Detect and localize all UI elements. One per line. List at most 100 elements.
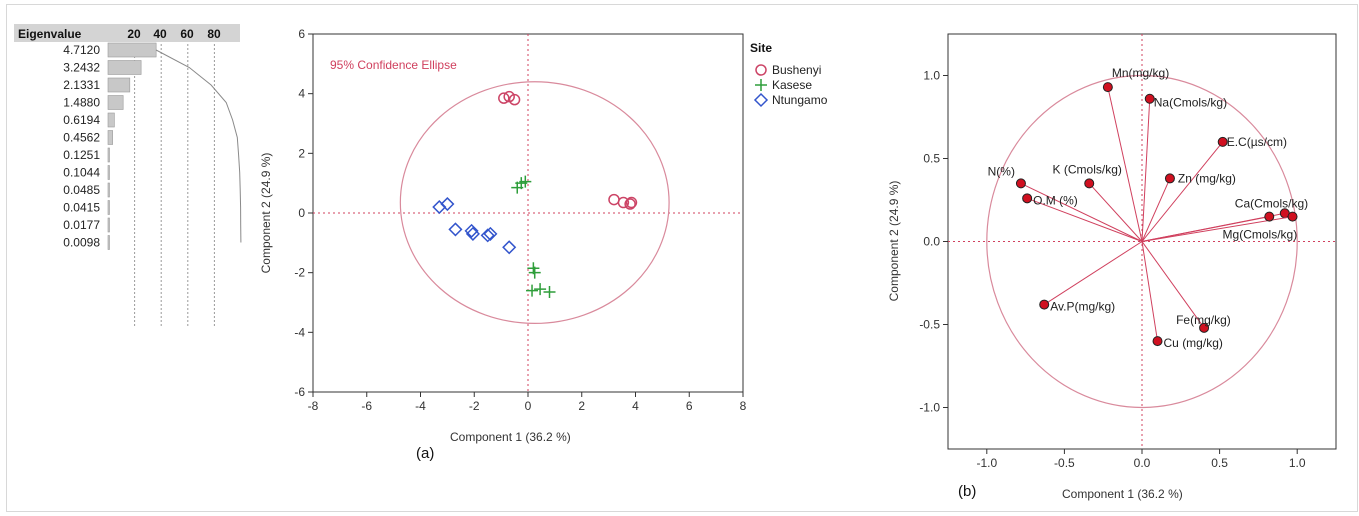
score-y-axis-label: Component 2 (24.9 %) xyxy=(259,153,273,274)
loading-plot-ticks: -1.0 -0.5 0.0 0.5 1.0 1.0 0.5 0.0 -0.5 -1.0 xyxy=(919,69,1306,471)
point-ntungamo xyxy=(448,222,463,237)
loading-label: Av.P(mg/kg) xyxy=(1050,300,1115,314)
y-tick-label: 1.0 xyxy=(923,69,940,83)
point-bushenyi xyxy=(617,196,630,209)
point-kasese xyxy=(528,266,541,279)
eigenvalue-text: 0.0485 xyxy=(63,183,100,197)
loading-label: Cu (mg/kg) xyxy=(1164,336,1223,350)
cumulative-percent-curve xyxy=(155,49,242,243)
panel-a-caption: (a) xyxy=(416,445,434,462)
loading-point xyxy=(1287,211,1298,222)
loading-label: N(%) xyxy=(988,164,1015,178)
score-x-axis-label: Component 1 (36.2 %) xyxy=(450,430,571,444)
panel-b-caption: (b) xyxy=(958,483,976,500)
point-kasese xyxy=(526,284,539,297)
eigenvalue-text: 0.1251 xyxy=(63,148,100,162)
eigenvalue-bar xyxy=(107,200,110,215)
eigenvalue-bar xyxy=(107,42,157,58)
loading-vector xyxy=(1088,183,1143,242)
x-tick-label: 2 xyxy=(578,399,585,413)
loading-label: O.M (%) xyxy=(1033,193,1078,207)
eigenvalue-bar xyxy=(107,147,110,163)
eigenvalue-gridlines xyxy=(134,44,215,328)
point-bushenyi xyxy=(508,93,521,106)
y-tick-label: 4 xyxy=(298,87,305,101)
legend-title: Site xyxy=(750,41,772,55)
eigenvalue-rows: 4.7120 3.2432 2.1331 1.4880 0.6194 0.4562 0.12… xyxy=(63,42,157,250)
x-tick-label: 1.0 xyxy=(1289,456,1306,470)
loading-vector xyxy=(1141,241,1159,342)
eigenvalue-text: 4.7120 xyxy=(63,43,100,57)
score-points xyxy=(432,90,638,299)
loading-point xyxy=(1152,336,1163,347)
point-ntungamo xyxy=(480,228,495,243)
eigenvalue-text: 1.4880 xyxy=(63,96,100,110)
eig-axis-tick: 80 xyxy=(207,27,221,41)
eigenvalue-bar xyxy=(107,182,110,198)
loading-label: Fe(mg/kg) xyxy=(1176,313,1231,327)
point-ntungamo xyxy=(502,240,517,255)
eigenvalue-bar xyxy=(107,60,142,75)
loading-vector xyxy=(1141,98,1151,242)
x-tick-label: 4 xyxy=(632,399,639,413)
y-tick-label: 0 xyxy=(298,206,305,220)
ellipse-label: 95% Confidence Ellipse xyxy=(330,58,457,72)
loading-label: Mg(Cmols/kg) xyxy=(1223,228,1298,242)
loading-vector xyxy=(1141,241,1205,329)
point-kasese xyxy=(519,175,532,188)
eigenvalue-text: 0.6194 xyxy=(63,113,100,127)
eigenvalue-bar xyxy=(107,217,110,233)
loading-vector xyxy=(1043,241,1143,306)
y-tick-label: -0.5 xyxy=(919,318,940,332)
eigenvalue-panel: Eigenvalue 20 40 60 80 4.7120 3.2432 2.133… xyxy=(14,24,242,328)
loading-vector xyxy=(1141,178,1171,242)
loading-point xyxy=(1264,211,1275,222)
x-tick-label: 0.0 xyxy=(1134,456,1151,470)
confidence-ellipse xyxy=(399,81,670,324)
loading-vector xyxy=(1141,216,1270,242)
loading-point xyxy=(1144,93,1155,104)
x-tick-label: -8 xyxy=(308,399,319,413)
eigenvalue-text: 0.0177 xyxy=(63,218,100,232)
y-tick-label: -2 xyxy=(294,266,305,280)
correlation-circle xyxy=(986,74,1298,409)
point-bushenyi xyxy=(625,196,638,209)
legend-circle-icon xyxy=(755,64,767,76)
loading-point xyxy=(1022,193,1033,204)
loading-x-axis-label: Component 1 (36.2 %) xyxy=(1062,487,1183,501)
loading-label: Ca(Cmols/kg) xyxy=(1235,196,1308,210)
x-tick-label: 8 xyxy=(740,399,747,413)
loading-label: Zn (mg/kg) xyxy=(1178,171,1236,185)
y-tick-label: 6 xyxy=(298,27,305,41)
eigenvalue-text: 0.0098 xyxy=(63,236,100,250)
point-ntungamo xyxy=(483,226,498,241)
loading-point xyxy=(1102,82,1113,93)
loading-vector xyxy=(1020,182,1143,242)
legend-diamond-icon xyxy=(753,92,769,108)
loading-label: K (Cmols/kg) xyxy=(1053,162,1122,176)
eig-axis-tick: 20 xyxy=(127,27,141,41)
x-tick-label: -1.0 xyxy=(976,456,997,470)
score-plot-reference-lines xyxy=(313,34,743,392)
eigenvalue-bar xyxy=(107,165,110,180)
legend-item-ntungamo: Ntungamo xyxy=(772,93,828,107)
x-tick-label: -2 xyxy=(469,399,480,413)
loading-label: E.C(µs/cm) xyxy=(1227,135,1287,149)
eig-axis-tick: 60 xyxy=(180,27,194,41)
y-tick-label: 0.0 xyxy=(923,235,940,249)
point-kasese xyxy=(534,283,547,296)
x-tick-label: 0 xyxy=(525,399,532,413)
loading-vector xyxy=(1026,197,1143,242)
x-tick-label: 6 xyxy=(686,399,693,413)
point-bushenyi xyxy=(624,198,636,210)
point-bushenyi xyxy=(498,92,510,104)
loading-point xyxy=(1199,322,1210,333)
legend-plus-icon xyxy=(755,79,767,91)
eig-axis-tick: 40 xyxy=(153,27,167,41)
loading-point xyxy=(1164,173,1175,184)
eigenvalue-bar xyxy=(107,77,131,93)
y-tick-label: 0.5 xyxy=(923,152,940,166)
point-ntungamo xyxy=(465,226,480,241)
